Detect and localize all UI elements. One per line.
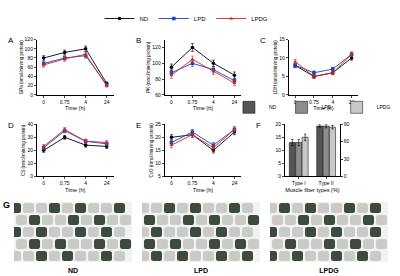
svg-text:PK (nmol/min/mg protein): PK (nmol/min/mg protein) (146, 41, 151, 93)
html-text:ND: ND (67, 267, 79, 274)
svg-text:20: 20 (27, 82, 33, 88)
svg-text:25: 25 (155, 121, 161, 127)
svg-text:4: 4 (84, 180, 87, 186)
svg-text:10: 10 (27, 160, 33, 166)
svg-text:F: F (256, 121, 261, 130)
svg-text:LPD: LPD (194, 16, 206, 22)
svg-text:100: 100 (25, 46, 34, 52)
svg-text:0.75: 0.75 (188, 99, 198, 105)
svg-text:24: 24 (104, 99, 110, 105)
svg-text:Time (h): Time (h) (193, 187, 213, 193)
svg-text:CS (nmol/min/mg protein): CS (nmol/min/mg protein) (21, 124, 26, 176)
svg-text:60: 60 (344, 138, 350, 144)
html-text:LPDG: LPDG (319, 267, 339, 274)
svg-text:0: 0 (170, 180, 173, 186)
svg-text:10: 10 (279, 55, 285, 61)
svg-text:4: 4 (212, 180, 215, 186)
svg-text:C: C (260, 36, 266, 45)
svg-text:0: 0 (293, 98, 297, 105)
svg-text:Time (h): Time (h) (313, 105, 333, 111)
svg-text:B: B (136, 36, 141, 45)
svg-text:30: 30 (344, 156, 350, 162)
svg-text:24: 24 (104, 180, 110, 186)
svg-text:LPDG: LPDG (377, 104, 391, 110)
svg-text:15: 15 (279, 36, 285, 42)
svg-text:20: 20 (276, 121, 282, 127)
svg-text:10: 10 (155, 160, 161, 166)
svg-text:D: D (8, 121, 14, 130)
svg-text:40: 40 (27, 73, 33, 79)
svg-text:4: 4 (84, 99, 87, 105)
svg-text:24: 24 (232, 180, 238, 186)
svg-text:0: 0 (282, 92, 285, 98)
html-text:LPD: LPD (194, 267, 208, 274)
svg-text:0: 0 (42, 99, 45, 105)
svg-text:80: 80 (27, 55, 33, 61)
svg-text:5: 5 (278, 160, 281, 166)
svg-text:LPDG: LPDG (251, 16, 268, 22)
svg-text:Muscle fiber types (%): Muscle fiber types (%) (285, 187, 340, 193)
svg-text:Type I: Type I (292, 180, 306, 186)
svg-text:E: E (136, 121, 141, 130)
svg-text:4: 4 (212, 99, 215, 105)
svg-text:Time (h): Time (h) (193, 105, 213, 111)
svg-text:A: A (8, 36, 14, 45)
svg-text:90: 90 (344, 121, 350, 127)
svg-text:80: 80 (155, 76, 161, 82)
svg-text:0: 0 (344, 173, 347, 179)
svg-text:0.75: 0.75 (188, 180, 198, 186)
svg-text:GPa (nmol/min/mg protein): GPa (nmol/min/mg protein) (19, 40, 24, 95)
svg-text:0: 0 (170, 99, 173, 105)
svg-text:0: 0 (278, 173, 281, 179)
svg-text:20: 20 (27, 147, 33, 153)
svg-text:Time (h): Time (h) (65, 187, 85, 193)
svg-text:5: 5 (282, 73, 285, 79)
svg-text:30: 30 (27, 134, 33, 140)
svg-text:15: 15 (155, 147, 161, 153)
svg-text:15: 15 (276, 134, 282, 140)
svg-text:24: 24 (232, 99, 238, 105)
html-text:G: G (3, 200, 10, 210)
svg-text:10: 10 (276, 147, 282, 153)
svg-text:0: 0 (30, 173, 33, 179)
svg-text:ND: ND (140, 16, 149, 22)
svg-text:ND: ND (269, 104, 277, 110)
svg-text:0: 0 (42, 180, 45, 186)
svg-text:100: 100 (152, 60, 161, 66)
svg-text:20: 20 (155, 134, 161, 140)
svg-text:5: 5 (158, 173, 161, 179)
svg-text:CcO (nmol/min/mg protein): CcO (nmol/min/mg protein) (149, 123, 154, 178)
svg-text:0: 0 (30, 92, 33, 98)
svg-text:40: 40 (27, 121, 33, 127)
svg-text:0.75: 0.75 (309, 99, 319, 105)
svg-text:4: 4 (331, 99, 334, 105)
svg-text:0.75: 0.75 (60, 180, 70, 186)
svg-text:60: 60 (27, 64, 33, 70)
svg-text:Type II: Type II (319, 180, 334, 186)
svg-text:120: 120 (25, 36, 34, 42)
svg-text:60: 60 (155, 92, 161, 98)
svg-text:LPD: LPD (322, 104, 332, 110)
svg-text:120: 120 (152, 44, 161, 50)
svg-text:LDH (nmol/min/mg protein): LDH (nmol/min/mg protein) (273, 40, 278, 95)
svg-text:0.75: 0.75 (60, 99, 70, 105)
svg-text:Time (h): Time (h) (65, 105, 85, 111)
